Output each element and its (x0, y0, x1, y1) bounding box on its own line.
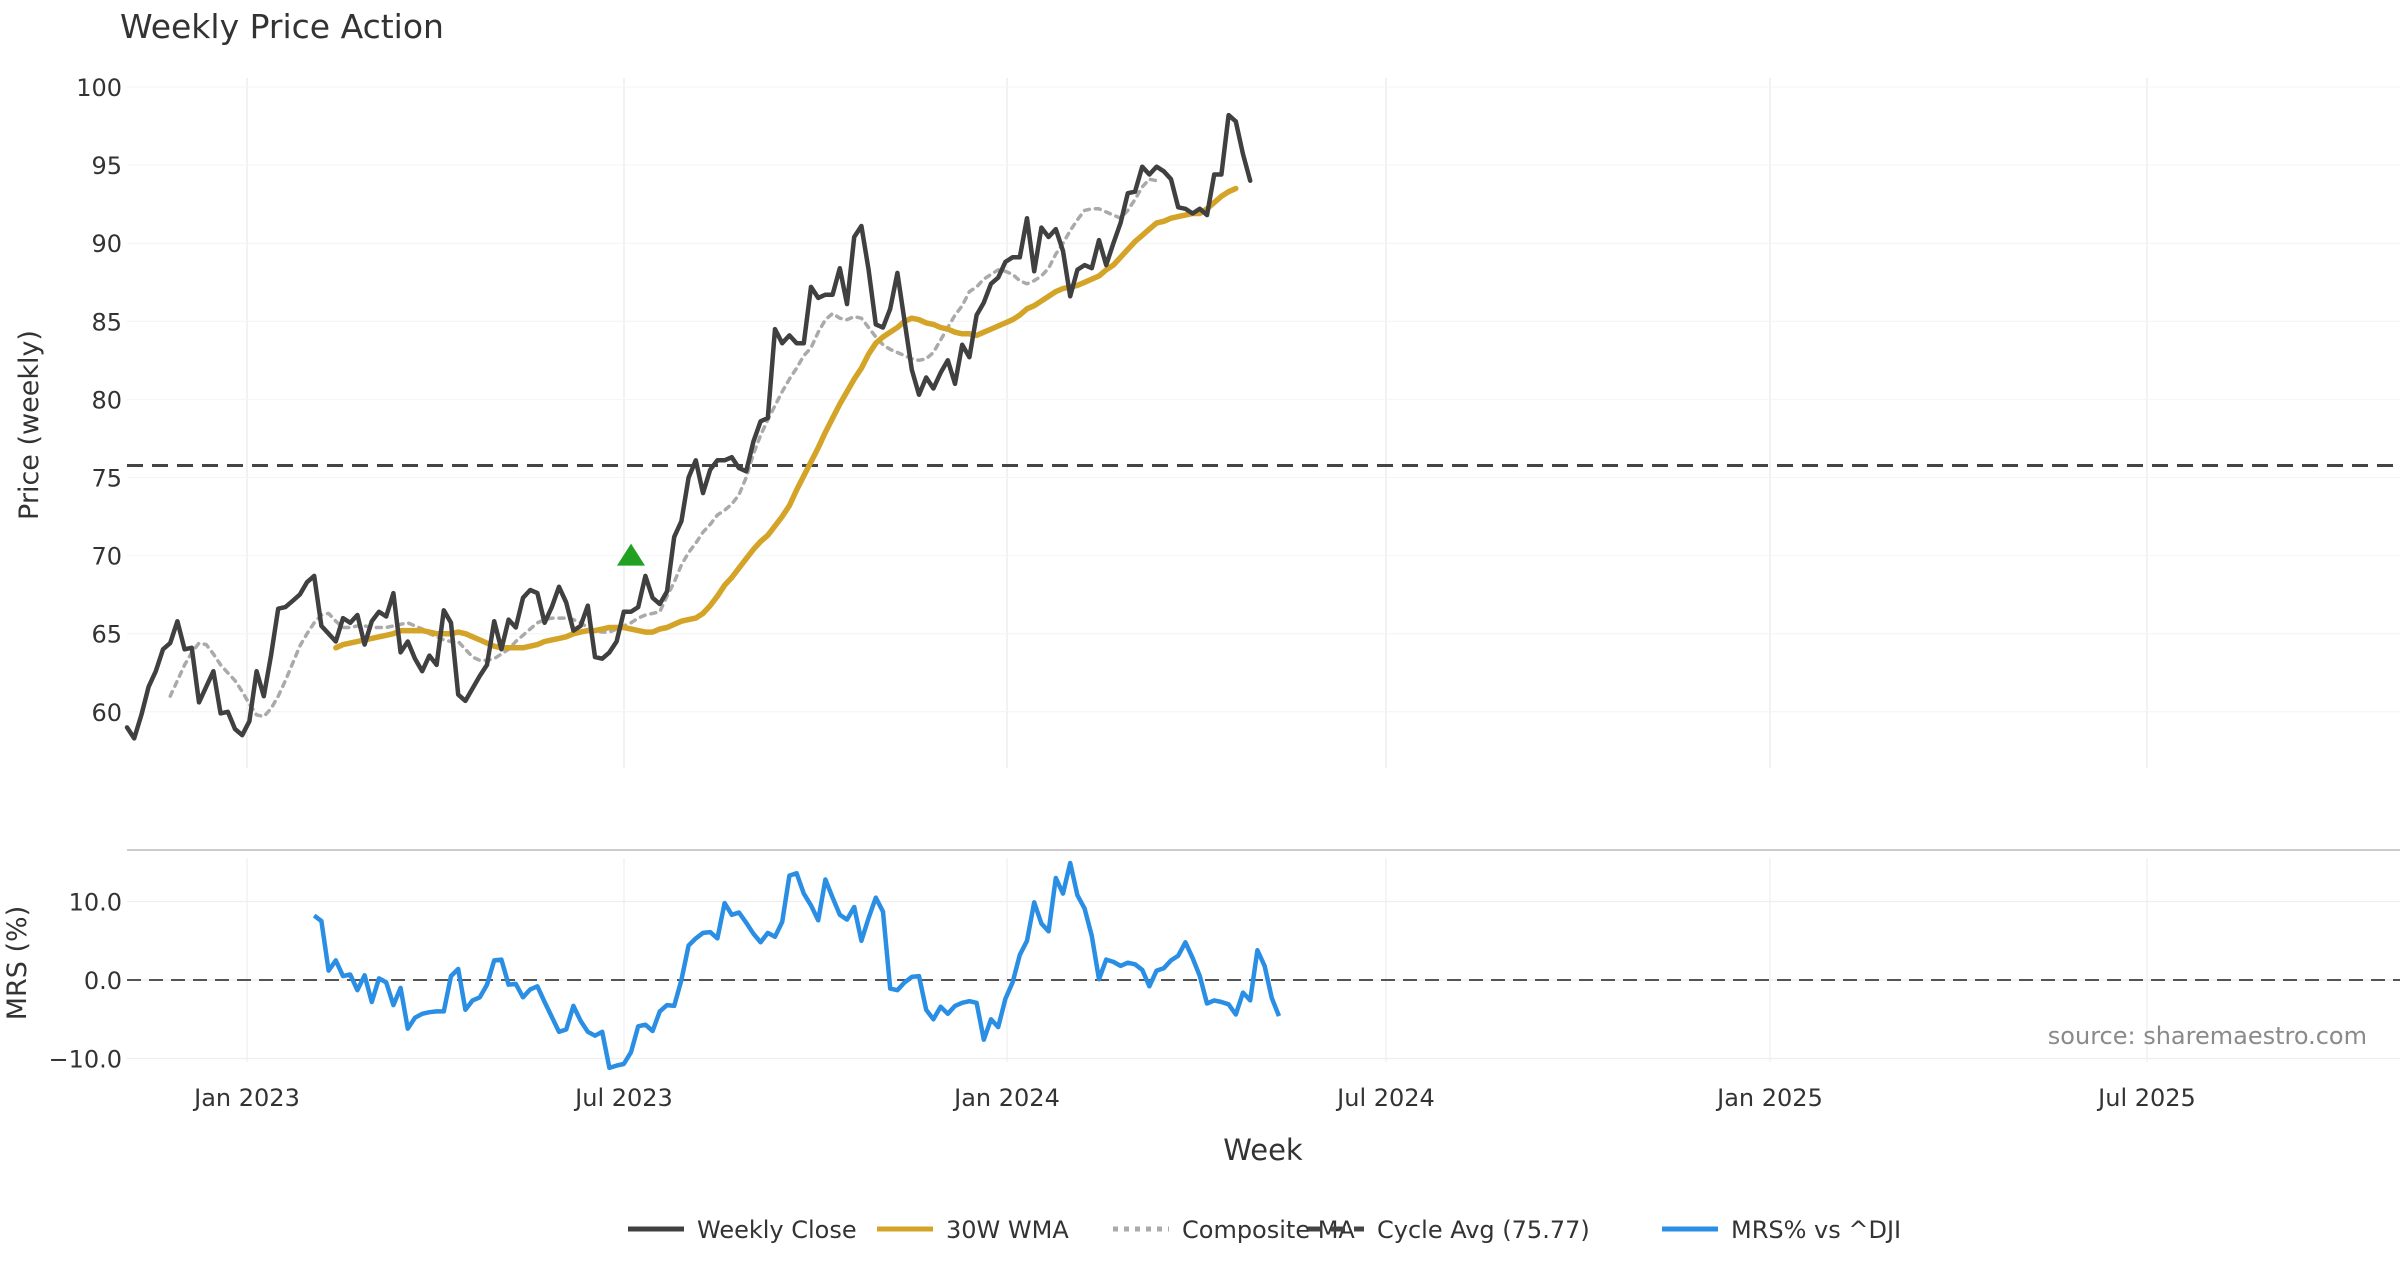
x-tick-label: Jul 2023 (573, 1084, 673, 1112)
legend-label: Cycle Avg (75.77) (1377, 1216, 1590, 1244)
mrs-y-axis-label: MRS (%) (2, 906, 33, 1021)
price-y-tick-label: 100 (76, 74, 122, 102)
legend-label: Composite MA (1182, 1216, 1355, 1244)
x-axis-label: Week (1223, 1133, 1303, 1167)
price-y-tick-label: 80 (91, 386, 122, 414)
x-tick-label: Jan 2023 (192, 1084, 300, 1112)
x-tick-label: Jan 2025 (1715, 1084, 1823, 1112)
x-tick-label: Jul 2024 (1335, 1084, 1435, 1112)
price-y-tick-label: 60 (91, 699, 122, 727)
chart-title: Weekly Price Action (120, 7, 444, 46)
y-tick-labels: 60 65 70 75 80 85 90 95 100 10.0 0.0 −10.0 (48, 74, 122, 1074)
price-y-tick-label: 95 (91, 152, 122, 180)
series-line-composite-ma (168, 177, 1159, 719)
grid-layer (127, 78, 2400, 1062)
x-tick-label: Jan 2024 (952, 1084, 1060, 1112)
legend-label: MRS% vs ^DJI (1731, 1216, 1901, 1244)
price-y-tick-label: 90 (91, 230, 122, 258)
x-tick-labels: Jan 2023 Jul 2023 Jan 2024 Jul 2024 Jan 2025… (192, 1084, 2196, 1112)
price-y-tick-label: 65 (91, 621, 122, 649)
x-tick-label: Jul 2025 (2096, 1084, 2196, 1112)
source-annotation: source: sharemaestro.com (2048, 1022, 2367, 1050)
mrs-y-tick-label: 10.0 (69, 889, 122, 917)
marker-layer (617, 543, 645, 566)
series-line-weekly-close (124, 112, 1253, 741)
series-layer (124, 112, 1282, 1071)
legend-label: 30W WMA (946, 1216, 1069, 1244)
reference-lines (127, 463, 2400, 981)
mrs-y-tick-label: 0.0 (84, 967, 122, 995)
mrs-y-tick-label: −10.0 (48, 1046, 122, 1074)
price-y-axis-label: Price (weekly) (14, 330, 45, 520)
series-line-30w-wma (333, 185, 1239, 651)
price-y-tick-label: 75 (91, 465, 122, 493)
price-y-tick-label: 85 (91, 308, 122, 336)
legend: Weekly Close 30W WMA Composite MA Cycle Avg… (628, 1216, 1901, 1244)
buy-signal-marker (617, 543, 645, 566)
price-y-tick-label: 70 (91, 543, 122, 571)
series-line-mrs-vs-dji (312, 860, 1282, 1071)
legend-label: Weekly Close (697, 1216, 857, 1244)
